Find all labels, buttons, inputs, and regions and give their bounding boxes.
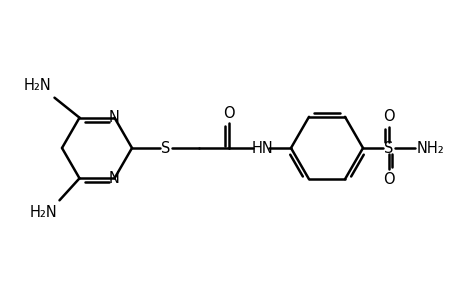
Text: O: O — [382, 109, 394, 124]
Text: N: N — [109, 171, 120, 186]
Text: S: S — [383, 140, 393, 155]
Text: HN: HN — [252, 140, 273, 155]
Text: O: O — [382, 172, 394, 188]
Text: NH₂: NH₂ — [416, 140, 444, 155]
Text: N: N — [109, 110, 120, 125]
Text: H₂N: H₂N — [29, 205, 57, 220]
Text: S: S — [161, 140, 170, 155]
Text: O: O — [223, 106, 234, 121]
Text: H₂N: H₂N — [23, 78, 51, 93]
